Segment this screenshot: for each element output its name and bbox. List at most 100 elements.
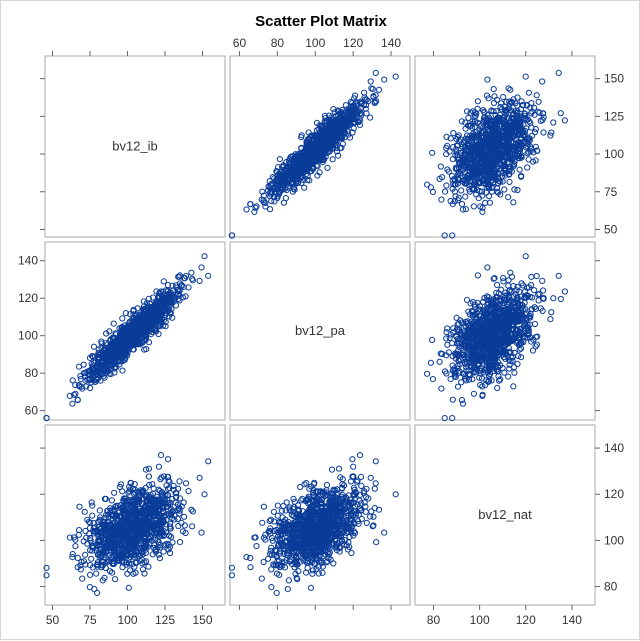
data-point <box>291 186 298 193</box>
data-point <box>69 377 76 384</box>
data-point <box>101 374 108 381</box>
data-point <box>303 146 310 154</box>
data-point <box>460 139 467 146</box>
cell-border <box>44 55 226 238</box>
data-point <box>475 155 483 162</box>
data-point <box>305 142 312 149</box>
data-point <box>490 86 497 93</box>
scatter-points <box>43 253 212 422</box>
data-point <box>335 152 342 159</box>
data-point <box>443 151 450 158</box>
data-point <box>455 194 462 201</box>
data-point <box>528 110 535 117</box>
data-point <box>461 165 468 172</box>
data-point <box>165 313 172 320</box>
data-point <box>322 153 329 160</box>
data-point <box>436 175 443 182</box>
data-point <box>77 373 84 380</box>
data-point <box>469 181 476 189</box>
data-point <box>535 98 542 105</box>
data-point <box>511 151 519 158</box>
data-point <box>496 114 503 121</box>
data-point <box>318 122 325 129</box>
data-point <box>471 144 478 151</box>
data-point <box>332 123 339 130</box>
cell-bv12_ib-vs-bv12_pa <box>228 55 411 239</box>
data-point <box>349 99 356 107</box>
data-point <box>292 151 299 158</box>
data-point <box>316 151 323 158</box>
data-point <box>513 128 520 136</box>
data-point <box>474 98 481 105</box>
data-point <box>509 163 516 170</box>
data-point <box>251 208 258 215</box>
data-point <box>518 172 525 179</box>
data-point <box>501 161 508 168</box>
data-point <box>532 143 540 150</box>
data-point <box>337 116 344 124</box>
data-point <box>488 173 495 180</box>
data-point <box>510 132 517 139</box>
data-point <box>72 381 79 389</box>
data-point <box>470 168 477 175</box>
data-point <box>561 117 569 124</box>
data-point <box>365 98 372 105</box>
data-point <box>311 132 318 139</box>
data-point <box>516 139 523 146</box>
data-point <box>329 156 336 163</box>
data-point <box>512 144 519 151</box>
data-point <box>375 86 383 93</box>
data-point <box>519 102 526 109</box>
data-point <box>316 134 323 141</box>
data-point <box>356 117 364 124</box>
data-point <box>252 204 259 211</box>
data-point <box>276 156 283 163</box>
data-point <box>501 186 508 193</box>
data-point <box>465 122 472 129</box>
variable-label-bv12_ib: bv12_ib <box>112 139 158 154</box>
data-point <box>342 102 349 109</box>
data-point <box>336 128 344 135</box>
data-point <box>515 130 522 137</box>
data-point <box>314 142 321 149</box>
data-point <box>392 73 399 80</box>
data-point <box>243 206 250 213</box>
data-point <box>275 164 282 171</box>
data-point <box>504 114 511 121</box>
data-point <box>500 169 507 177</box>
data-point <box>463 178 470 185</box>
data-point <box>524 164 531 171</box>
data-point <box>502 162 509 170</box>
data-point <box>518 98 525 105</box>
data-point <box>475 140 482 148</box>
data-point <box>507 119 515 127</box>
data-point <box>283 159 290 166</box>
data-point <box>279 164 286 171</box>
data-point <box>320 139 327 146</box>
data-point <box>498 100 505 107</box>
data-point <box>476 146 483 153</box>
data-point <box>346 108 353 115</box>
data-point <box>524 150 531 157</box>
data-point <box>484 76 491 83</box>
data-point <box>288 166 295 173</box>
data-point <box>535 108 542 115</box>
data-point <box>308 167 315 175</box>
data-point <box>484 112 491 119</box>
data-point <box>253 203 260 210</box>
data-point <box>454 175 461 182</box>
data-point <box>355 107 362 114</box>
data-point <box>521 116 528 123</box>
data-point <box>274 193 281 200</box>
data-point <box>547 132 554 139</box>
variable-label-bv12_pa: bv12_pa <box>295 323 346 338</box>
data-point <box>369 86 376 93</box>
data-point <box>437 163 444 170</box>
data-point <box>424 181 431 188</box>
data-point <box>297 173 304 180</box>
data-point <box>487 117 494 124</box>
scatter-points <box>424 69 569 239</box>
data-point <box>500 94 507 101</box>
